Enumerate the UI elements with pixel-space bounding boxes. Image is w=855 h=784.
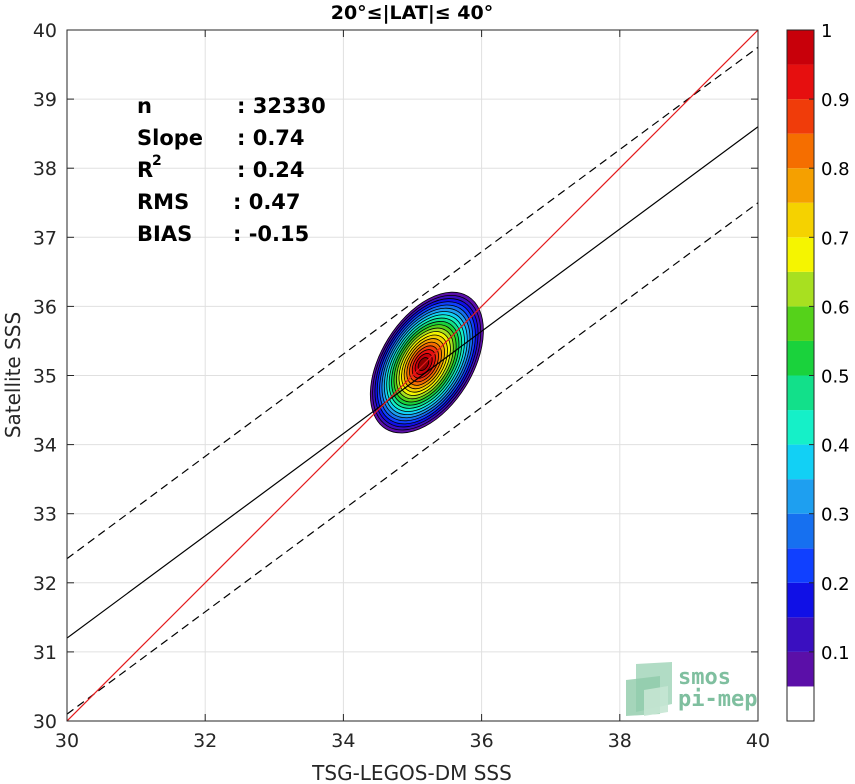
y-tick-label: 31 — [33, 642, 57, 664]
colorbar-tick-label: 0.9 — [821, 90, 850, 111]
colorbar-tick-label: 0.5 — [821, 367, 850, 388]
y-axis-label: Satellite SSS — [1, 312, 25, 438]
x-tick-label: 36 — [470, 730, 494, 752]
stat-label: R — [137, 158, 153, 182]
colorbar-band — [787, 548, 814, 583]
y-tick-label: 35 — [33, 366, 57, 388]
reference-lines — [67, 30, 758, 721]
regression-line — [67, 126, 758, 639]
y-tick-label: 39 — [33, 89, 57, 111]
colorbar-band — [787, 306, 814, 341]
stat-label: Slope — [137, 126, 203, 150]
stat-value: : 0.47 — [233, 190, 301, 214]
colorbar-tick-label: 0.6 — [821, 297, 850, 318]
upper-bound-dashed-line — [67, 46, 758, 560]
colorbar-band — [787, 30, 814, 65]
colorbar-tick-label: 0.4 — [821, 436, 850, 457]
y-tick-label: 34 — [33, 435, 57, 457]
colorbar-band — [787, 375, 814, 411]
y-axis-ticks: 30 31 32 33 34 35 36 37 38 39 40 — [33, 20, 758, 733]
colorbar-band — [787, 271, 814, 307]
stat-value: : 32330 — [237, 94, 326, 118]
x-tick-label: 40 — [746, 730, 770, 752]
statistics-block: n : 32330 Slope : 0.74 R2 : 0.24 RMS : 0.47 BIAS… — [137, 94, 326, 246]
colorbar-tick-label: 0.8 — [821, 159, 850, 180]
stat-label: RMS — [137, 190, 189, 214]
y-tick-label: 32 — [33, 573, 57, 595]
y-tick-label: 33 — [33, 504, 57, 526]
y-tick-label: 37 — [33, 227, 57, 249]
grid-lines — [66, 29, 759, 722]
x-axis-label: TSG-LEGOS-DM SSS — [311, 761, 512, 784]
colorbar-band — [787, 479, 814, 514]
colorbar-band — [787, 168, 814, 203]
stat-label: n — [137, 94, 152, 118]
x-tick-label: 30 — [55, 730, 79, 752]
logo-text-smos: smos — [678, 665, 731, 690]
lower-bound-dashed-line — [67, 202, 758, 715]
colorbar-band — [787, 617, 814, 652]
colorbar-band — [787, 444, 814, 480]
logo-text-pimep: pi-mep — [678, 687, 757, 712]
y-tick-label: 40 — [33, 20, 57, 42]
x-tick-label: 34 — [331, 730, 355, 752]
colorbar-band — [787, 237, 814, 272]
x-tick-label: 38 — [608, 730, 632, 752]
colorbar-band — [787, 340, 814, 376]
colorbar-band — [787, 202, 814, 238]
colorbar-tick-label: 0.2 — [821, 574, 850, 595]
colorbar-band — [787, 410, 814, 445]
y-tick-label: 38 — [33, 158, 57, 180]
stat-value: : -0.15 — [233, 222, 309, 246]
colorbar-band — [787, 651, 814, 687]
stat-label-superscript: 2 — [152, 153, 162, 169]
stat-value: : 0.24 — [237, 158, 305, 182]
density-contours — [369, 291, 484, 434]
colorbar-band — [787, 686, 814, 721]
x-axis-ticks: 30 32 34 36 38 40 — [55, 30, 770, 752]
stat-label: BIAS — [137, 222, 192, 246]
colorbar-band — [787, 513, 814, 549]
colorbar-band — [787, 133, 814, 169]
colorbar-band — [787, 64, 814, 100]
colorbar-band — [787, 99, 814, 134]
colorbar: 0.1 0.2 0.3 0.4 0.5 0.6 0.7 0.8 0.9 1 — [786, 21, 850, 722]
colorbar-tick-label: 0.1 — [821, 643, 850, 664]
y-tick-label: 36 — [33, 296, 57, 318]
identity-line — [67, 30, 758, 721]
chart-title: 20°≤|LAT|≤ 40° — [331, 2, 494, 24]
x-tick-label: 32 — [193, 730, 217, 752]
smos-pi-mep-logo: smos pi-mep — [626, 662, 757, 716]
y-tick-label: 30 — [33, 711, 57, 733]
colorbar-tick-label: 1 — [821, 21, 832, 42]
colorbar-tick-label: 0.3 — [821, 505, 850, 526]
colorbar-tick-label: 0.7 — [821, 228, 850, 249]
colorbar-band — [787, 582, 814, 618]
stat-value: : 0.74 — [237, 126, 305, 150]
